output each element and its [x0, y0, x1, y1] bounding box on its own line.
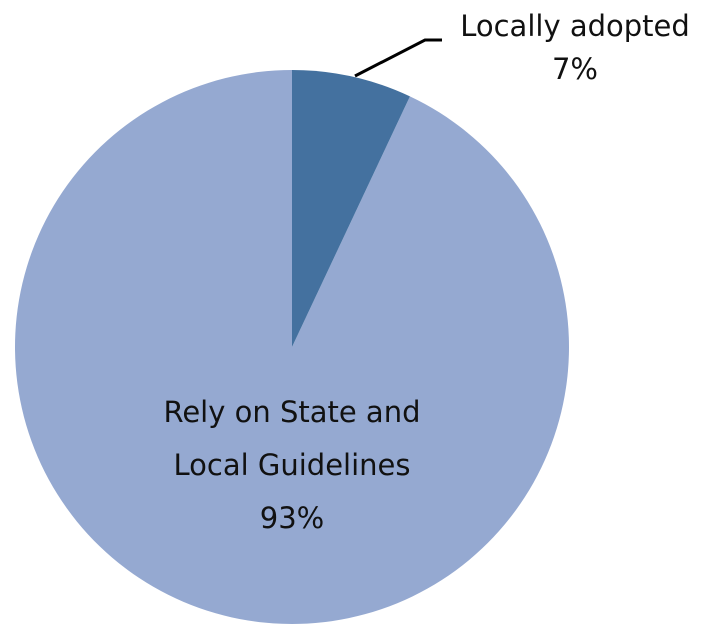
slice-label: Locally adopted 7%: [430, 0, 720, 96]
category-label: Rely on State and Local Guidelines: [163, 395, 421, 482]
leader-line: [354, 38, 442, 78]
slice-label: Rely on State and Local Guidelines 93%: [132, 386, 452, 545]
category-label: Locally adopted: [460, 9, 690, 43]
pie-slice: [14, 70, 569, 624]
value-label: 7%: [551, 52, 598, 86]
value-label: 93%: [259, 501, 325, 535]
pie-slice: [292, 70, 410, 347]
